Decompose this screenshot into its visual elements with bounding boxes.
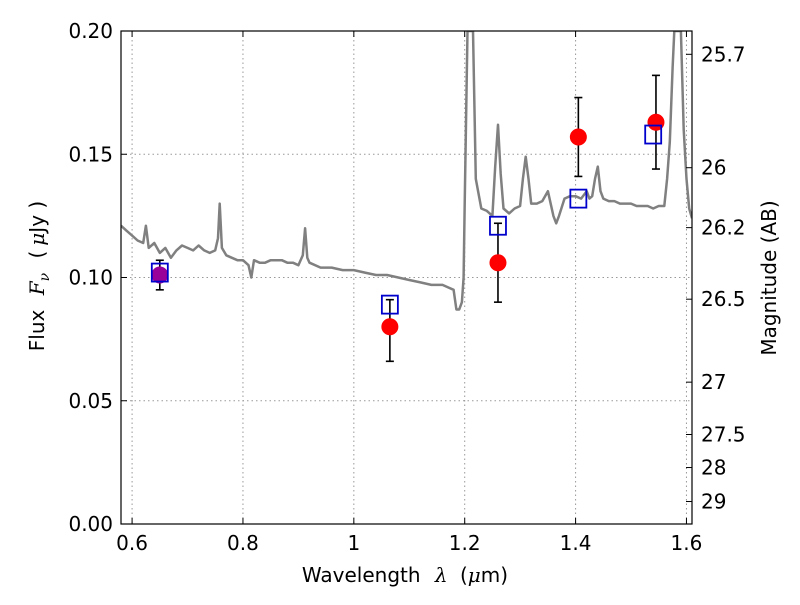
x-tick-label: 1 <box>347 531 360 555</box>
observed-point <box>569 128 587 146</box>
y-axis-label-symbol: F <box>25 280 49 296</box>
model-square <box>489 215 507 236</box>
x-axis-label: Wavelength λ (μm) <box>302 563 508 587</box>
x-axis-label-symbol: λ <box>434 563 448 587</box>
right-axis-label: Magnitude (AB) <box>757 200 781 355</box>
model-square <box>150 262 169 283</box>
x-axis-label-unit-mu: μ <box>468 563 481 587</box>
y-tick-label: 0.15 <box>68 142 113 166</box>
mag-tick-label: 25.7 <box>701 42 746 66</box>
observed-point <box>489 254 507 272</box>
observed-point <box>151 266 169 284</box>
x-tick-label: 1.2 <box>449 531 481 555</box>
y-axis-label-symbol-sub: ν <box>37 272 53 281</box>
y-axis-label: Flux Fν ( μJy ) <box>25 201 54 351</box>
y-axis-label-text: Flux <box>25 309 49 351</box>
mag-tick-label: 27 <box>701 370 726 394</box>
x-tick-label: 0.8 <box>227 531 259 555</box>
ticks-layer: 0.6 0.8 1 1.2 1.4 1.6 0.00 0.05 0.10 0.15 0.20 25.7… <box>68 19 745 555</box>
y-tick-label: 0.05 <box>68 389 113 413</box>
x-tick-label: 1.6 <box>671 531 703 555</box>
x-axis-label-unit-open: ( <box>460 563 468 587</box>
y-axis-label-unit-close: Jy ) <box>25 201 49 235</box>
mag-tick-label: 26 <box>701 156 726 180</box>
x-tick-label: 0.6 <box>116 531 148 555</box>
x-axis-label-text: Wavelength <box>302 563 421 587</box>
y-tick-label: 0.20 <box>68 19 113 43</box>
mag-tick-label: 29 <box>701 490 726 514</box>
mag-tick-label: 26.2 <box>701 216 746 240</box>
x-tick-label: 1.4 <box>560 531 592 555</box>
mag-tick-label: 26.5 <box>701 287 746 311</box>
plot-area <box>121 31 692 363</box>
grid-layer <box>121 31 692 524</box>
y-axis-label-unit-open: ( <box>25 251 49 259</box>
y-tick-label: 0.00 <box>68 512 113 536</box>
observed-point <box>381 318 399 336</box>
y-tick-label: 0.10 <box>68 266 113 290</box>
model-square <box>644 124 663 145</box>
y-axis-label-unit-mu: μ <box>25 233 49 246</box>
x-axis-label-unit-close: m) <box>481 563 508 587</box>
model-square <box>569 188 588 209</box>
mag-tick-label: 28 <box>701 456 726 480</box>
model-square <box>380 294 399 315</box>
mag-tick-label: 27.5 <box>701 423 746 447</box>
spectrum-line <box>121 31 692 311</box>
